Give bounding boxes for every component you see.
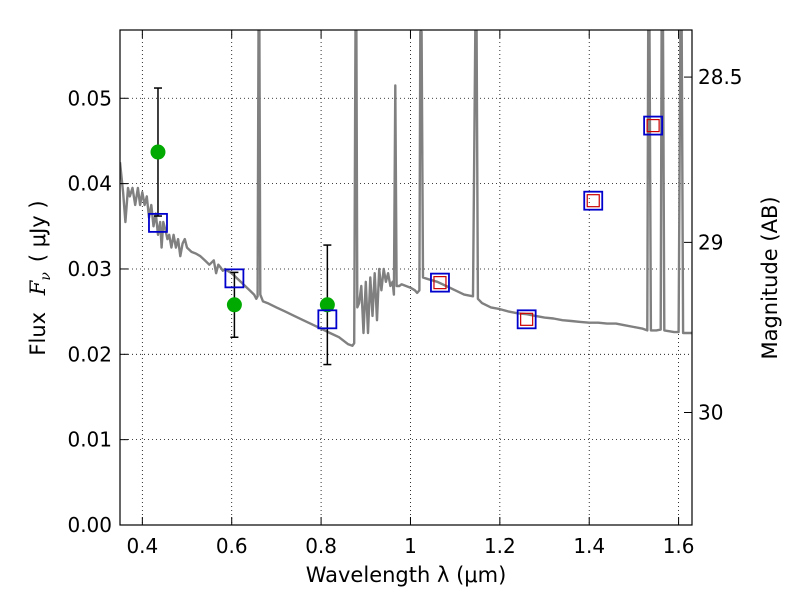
series-0 xyxy=(120,30,692,347)
model-square-blue xyxy=(430,272,450,293)
series-1 xyxy=(150,87,335,366)
series-4 xyxy=(433,118,660,326)
axes-frame xyxy=(119,29,693,526)
y-tick-label: 0.02 xyxy=(67,342,112,366)
x-tick-label: 0.4 xyxy=(126,534,158,558)
ticks: 0.4 0.6 0.8 1 1.2 1.4 1.6 0.00 0.01 0.02 0.03 0.04 0… xyxy=(67,30,743,558)
y-tick-label: 0.01 xyxy=(67,428,112,452)
observed-point xyxy=(226,297,242,313)
x-tick-label: 1.4 xyxy=(573,534,605,558)
x-tick-label: 0.6 xyxy=(216,534,248,558)
y-tick-label: 0.04 xyxy=(67,172,112,196)
sed-model-line xyxy=(120,30,692,347)
plot-area xyxy=(120,30,692,366)
y-tick-label: 0.05 xyxy=(67,86,112,110)
model-square-blue xyxy=(224,268,245,289)
x-tick-label: 0.8 xyxy=(305,534,337,558)
series-2 xyxy=(148,212,338,330)
y-tick-label: 0.00 xyxy=(67,513,112,537)
model-square-red xyxy=(586,194,600,208)
x-tick-label: 1.2 xyxy=(484,534,516,558)
model-square-blue xyxy=(148,212,168,233)
y2-axis-label: Magnitude (AB) xyxy=(758,196,782,359)
model-square-blue xyxy=(643,115,664,136)
observed-point xyxy=(319,297,335,313)
x-tick-label: 1 xyxy=(404,534,417,558)
y-tick-label: 0.03 xyxy=(67,257,112,281)
model-square-red xyxy=(520,312,534,326)
x-tick-label: 1.6 xyxy=(663,534,695,558)
model-square-red xyxy=(646,118,660,133)
model-square-blue xyxy=(583,190,604,211)
y-axis-label-suffix: ( μJy ) xyxy=(26,200,50,262)
model-square-red xyxy=(433,276,447,290)
y-axis-label-symbol: F xyxy=(26,279,50,296)
series-3 xyxy=(430,115,664,330)
y2-tick-label: 29 xyxy=(698,230,723,254)
model-square-blue xyxy=(516,309,537,330)
x-axis-label: Wavelength λ (μm) xyxy=(306,563,507,587)
grid xyxy=(120,30,692,526)
y2-tick-label: 28.5 xyxy=(698,65,743,89)
y-axis-label-prefix: Flux xyxy=(26,312,50,356)
y2-tick-label: 30 xyxy=(698,400,723,424)
model-square-blue xyxy=(317,309,338,330)
y-axis-label: Flux Fν ( μJy ) xyxy=(26,200,54,355)
observed-point xyxy=(150,144,166,160)
y-axis-label-subscript: ν xyxy=(38,272,54,281)
